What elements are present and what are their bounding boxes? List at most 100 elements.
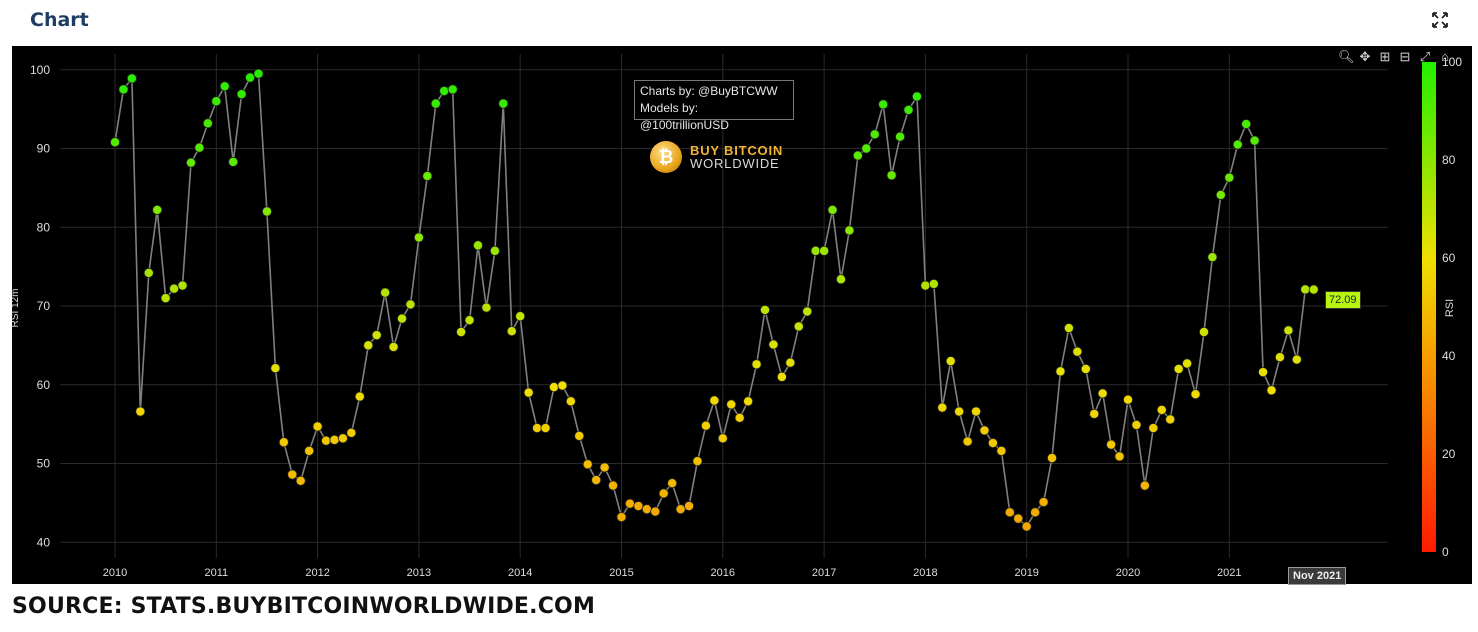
rsi-point (329, 434, 340, 445)
page-title: Chart (30, 9, 89, 31)
x-tick-label: 2011 (204, 567, 228, 579)
rsi-point (1258, 367, 1269, 378)
rsi-point (760, 304, 771, 315)
rsi-point (405, 299, 416, 310)
zoom-in-icon[interactable]: ⊞ (1379, 49, 1391, 64)
rsi-point (1224, 172, 1235, 183)
rsi-point (380, 287, 391, 298)
hover-value-label: 72.09 (1325, 291, 1361, 309)
rsi-point (802, 306, 813, 317)
rsi-point (1013, 513, 1024, 524)
rsi-point (515, 311, 526, 322)
rsi-point (810, 245, 821, 256)
rsi-point (1182, 358, 1193, 369)
rsi-point (1063, 323, 1074, 334)
rsi-point (236, 89, 247, 100)
rsi-point (819, 245, 830, 256)
rsi-point (987, 438, 998, 449)
rsi-point (118, 84, 129, 95)
rsi-point (1291, 354, 1302, 365)
rsi-point (1139, 480, 1150, 491)
rsi-point (202, 118, 213, 129)
chart-area[interactable]: 40 50 60 70 80 90 100 2010 2011 2012 2013 2014 2015 2… (12, 46, 1472, 585)
rsi-point (295, 475, 306, 486)
rsi-point (717, 433, 728, 444)
rsi-point (489, 245, 500, 256)
rsi-point (354, 391, 365, 402)
rsi-point (1198, 326, 1209, 337)
rsi-point (152, 204, 163, 215)
rsi-point (979, 425, 990, 436)
zoom-icon[interactable]: 🔍︎ (1338, 49, 1355, 64)
rsi-point (945, 356, 956, 367)
rsi-point (776, 371, 787, 382)
rsi-point (734, 412, 745, 423)
colorbar-label: RSI (1444, 299, 1456, 317)
rsi-point (506, 326, 517, 337)
rsi-point (1308, 284, 1319, 295)
x-tick-label: 2014 (508, 567, 532, 579)
rsi-point (1148, 423, 1159, 434)
rsi-point (574, 430, 585, 441)
y-tick-label: 50 (37, 457, 51, 471)
rsi-point (1165, 414, 1176, 425)
rsi-point (827, 204, 838, 215)
expand-icon[interactable] (1431, 11, 1449, 29)
rsi-point (751, 359, 762, 370)
rsi-point (1097, 388, 1108, 399)
rsi-point (1131, 419, 1142, 430)
rsi-point (1215, 189, 1226, 200)
rsi-point (1047, 452, 1058, 463)
logo-line-1: BUY BITCOIN (690, 143, 784, 158)
rsi-point (456, 326, 467, 337)
x-tick-label: 2021 (1217, 567, 1241, 579)
autoscale-icon[interactable]: ⤢ (1419, 49, 1431, 64)
reset-icon[interactable]: ⌂ (1441, 49, 1449, 64)
x-tick-label: 2020 (1116, 567, 1140, 579)
rsi-point (371, 330, 382, 341)
colorbar-tick-label: 0 (1442, 545, 1449, 559)
rsi-chart[interactable]: 40 50 60 70 80 90 100 2010 2011 2012 2013 2014 2015 2… (12, 46, 1472, 584)
rsi-point (582, 459, 593, 470)
rsi-point (869, 129, 880, 140)
y-tick-label: 60 (37, 378, 51, 392)
rsi-point (1123, 394, 1134, 405)
rsi-point (903, 104, 914, 115)
rsi-point (852, 150, 863, 161)
rsi-point (1030, 507, 1041, 518)
rsi-point (1021, 521, 1032, 532)
rsi-point (185, 157, 196, 168)
rsi-point (1274, 352, 1285, 363)
rsi-point (278, 437, 289, 448)
rsi-point (1080, 363, 1091, 374)
rsi-point (920, 280, 931, 291)
credits-line-1: Charts by: @BuyBTCWW (640, 84, 778, 98)
bitcoin-coin-icon: ₿ (650, 141, 682, 173)
rsi-point (169, 283, 180, 294)
rsi-point (1114, 451, 1125, 462)
credits-line-2: Models by: @100trillionUSD (640, 101, 729, 132)
logo-line-2: WORLDWIDE (690, 156, 780, 171)
rsi-point (270, 363, 281, 374)
rsi-point (321, 435, 332, 446)
rsi-point (624, 498, 635, 509)
rsi-point (1072, 346, 1083, 357)
y-tick-label: 100 (30, 63, 50, 77)
rsi-point (895, 131, 906, 142)
y-tick-label: 90 (37, 142, 51, 156)
rsi-point (337, 433, 348, 444)
rsi-point (346, 427, 357, 438)
rsi-point (878, 99, 889, 110)
chart-header: Chart (0, 0, 1478, 44)
rsi-point (793, 321, 804, 332)
rsi-point (498, 98, 509, 109)
pan-icon[interactable]: ✥ (1359, 49, 1371, 64)
rsi-point (709, 395, 720, 406)
rsi-point (540, 423, 551, 434)
rsi-point (641, 504, 652, 515)
rsi-point (844, 225, 855, 236)
y-axis-label: RSI 12m (12, 289, 21, 328)
rsi-point (253, 68, 264, 79)
zoom-out-icon[interactable]: ⊟ (1399, 49, 1411, 64)
x-tick-label: 2017 (812, 567, 836, 579)
